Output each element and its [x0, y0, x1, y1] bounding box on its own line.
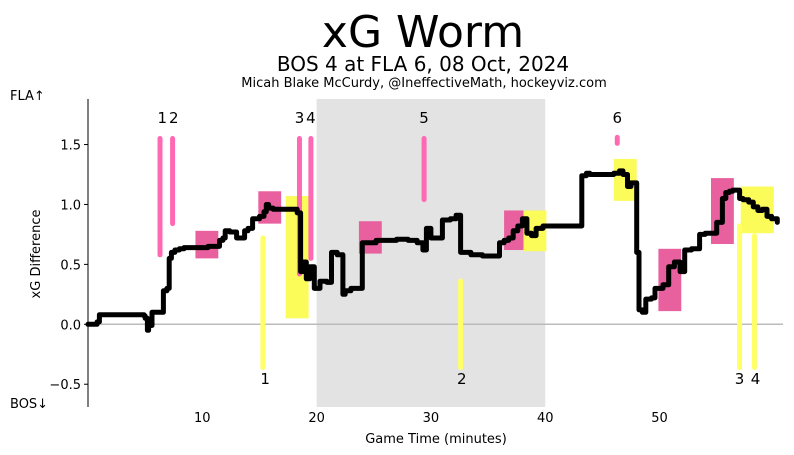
bos-goal-label-2: 2: [457, 370, 467, 388]
y-tick-label: 0.5: [60, 258, 81, 273]
fla-goal-label-3: 3: [295, 109, 305, 127]
bos-goal-label-3: 3: [735, 370, 745, 388]
x-tick-label: 50: [651, 411, 668, 426]
y-tick-label: 1.0: [60, 198, 81, 213]
x-tick-label: 40: [537, 411, 554, 426]
bos-direction-label: BOS↓: [10, 397, 48, 412]
x-axis-label: Game Time (minutes): [365, 432, 507, 447]
fla-goal-label-6: 6: [612, 109, 622, 127]
fla-goal-label-1: 1: [158, 109, 168, 127]
y-tick-label: 0.0: [60, 318, 81, 333]
chart-title: xG Worm: [322, 7, 524, 58]
x-tick-label: 20: [308, 411, 325, 426]
bos-goal-label-4: 4: [751, 370, 761, 388]
fla-goal-label-4: 4: [306, 109, 316, 127]
chart-subtitle: BOS 4 at FLA 6, 08 Oct, 2024: [277, 52, 569, 76]
fla-goal-label-5: 5: [419, 109, 429, 127]
y-tick-label: −0.5: [49, 378, 81, 393]
x-tick-label: 10: [194, 411, 211, 426]
y-axis-label: xG Difference: [29, 210, 44, 299]
chart-credit: Micah Blake McCurdy, @IneffectiveMath, h…: [241, 76, 607, 91]
y-tick-label: 1.5: [60, 139, 81, 154]
x-tick-label: 30: [423, 411, 440, 426]
fla-direction-label: FLA↑: [10, 89, 45, 104]
fla-goal-label-2: 2: [169, 109, 179, 127]
xg-worm-line: [85, 168, 780, 333]
bos-goal-label-1: 1: [260, 370, 270, 388]
second-period-shade: [316, 99, 546, 407]
